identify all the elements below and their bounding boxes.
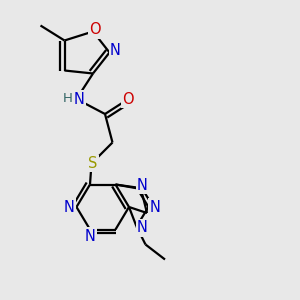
Text: N: N bbox=[64, 200, 74, 214]
Text: O: O bbox=[89, 22, 100, 38]
Text: N: N bbox=[137, 220, 148, 236]
Text: H: H bbox=[63, 92, 73, 106]
Text: S: S bbox=[88, 156, 98, 171]
Text: N: N bbox=[150, 200, 160, 214]
Text: N: N bbox=[110, 44, 121, 59]
Text: N: N bbox=[85, 229, 95, 244]
Text: O: O bbox=[122, 92, 133, 106]
Text: N: N bbox=[74, 92, 85, 106]
Text: N: N bbox=[137, 178, 148, 193]
